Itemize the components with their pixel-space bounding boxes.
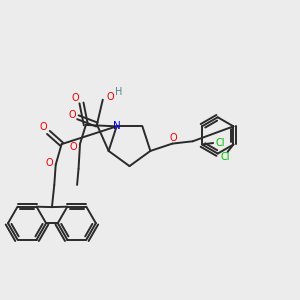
Text: O: O — [39, 122, 47, 132]
Text: Cl: Cl — [215, 138, 225, 148]
Text: O: O — [46, 158, 53, 168]
Text: O: O — [69, 110, 76, 120]
Text: Cl: Cl — [220, 152, 230, 162]
Text: N: N — [113, 122, 121, 131]
Text: H: H — [115, 87, 123, 98]
Text: O: O — [170, 133, 178, 143]
Text: O: O — [70, 142, 77, 152]
Text: O: O — [106, 92, 114, 102]
Text: O: O — [71, 93, 79, 103]
